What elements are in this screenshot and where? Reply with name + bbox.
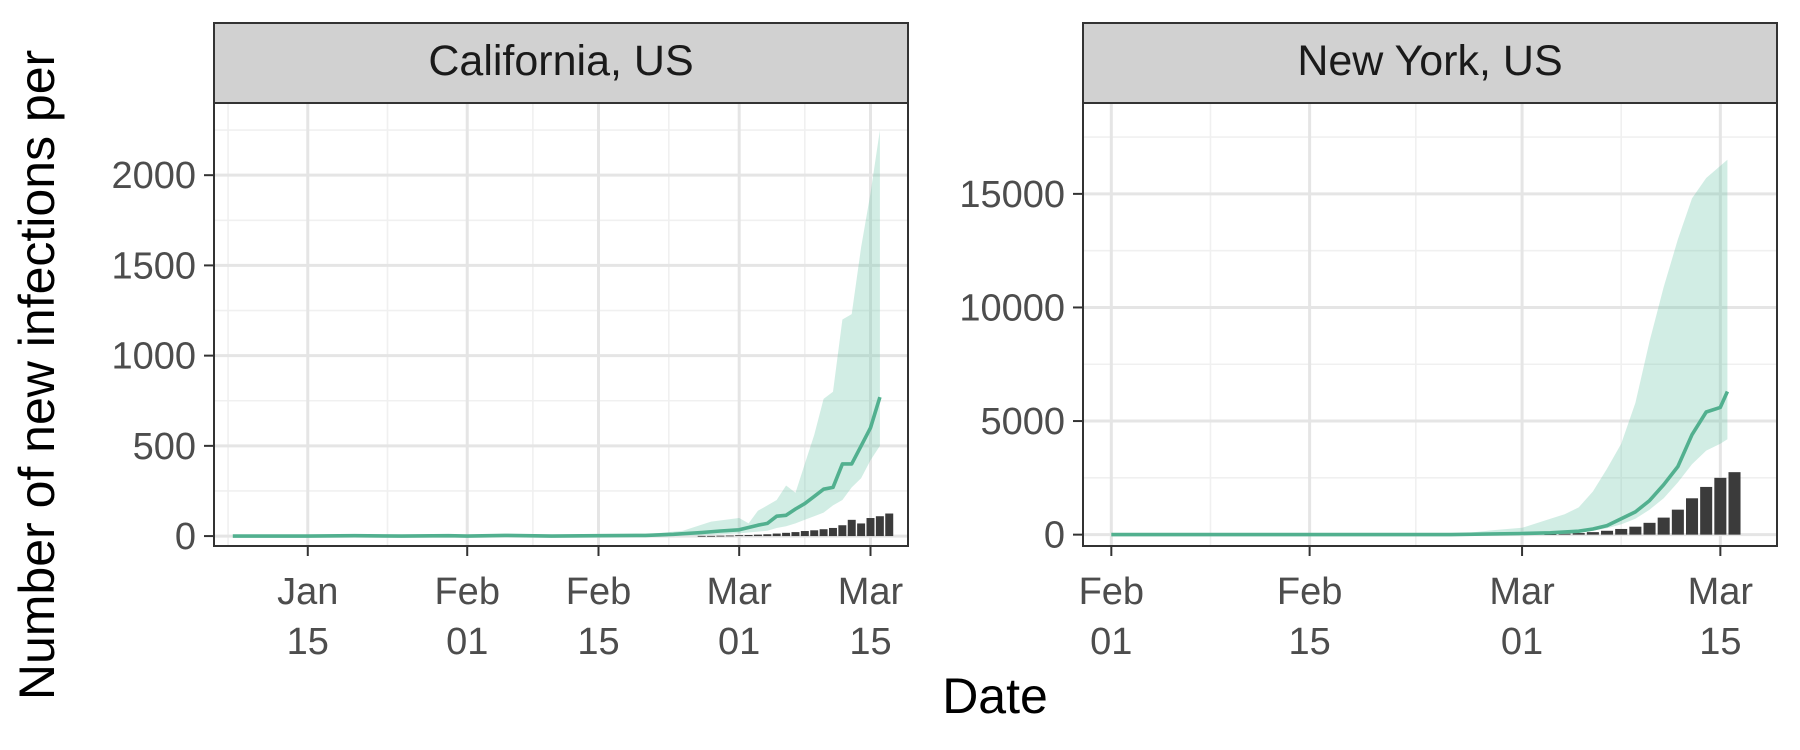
panel-2: New York, US 0 5000 10000 15000 Feb 01 Feb 15 Mar…: [959, 22, 1778, 663]
observed-bar: [1586, 532, 1599, 535]
y-tick-label: 0: [175, 516, 196, 558]
panel-1: California, US 0 500 1000 1500 2000 Jan 15 Feb 01…: [111, 22, 909, 663]
x-tick-label: 15: [287, 621, 329, 663]
panel-background: [213, 102, 909, 547]
observed-bar: [810, 530, 819, 537]
x-tick-label: 01: [446, 621, 488, 663]
observed-bar: [1558, 533, 1571, 535]
observed-bar: [847, 519, 856, 537]
observed-bar: [819, 529, 828, 537]
observed-bar: [791, 532, 800, 537]
y-tick-label: 10000: [959, 287, 1065, 329]
observed-bar: [697, 535, 706, 537]
y-tick-label: 15000: [959, 174, 1065, 216]
observed-bar: [857, 523, 866, 537]
observed-bar: [763, 534, 772, 537]
panel-strip: [213, 22, 909, 104]
x-tick-label: Mar: [706, 571, 772, 613]
observed-bar: [1629, 526, 1642, 535]
panel-title: New York, US: [1297, 37, 1562, 85]
observed-bar: [1572, 533, 1585, 535]
y-axis-title: Number of new infections per: [9, 50, 65, 700]
median-line: [1111, 390, 1730, 537]
observed-bar: [828, 527, 837, 537]
panel-border: [213, 102, 909, 547]
observed-bar: [772, 533, 781, 537]
x-tick-label: Jan: [277, 571, 338, 613]
x-tick-label: Feb: [1277, 571, 1342, 613]
observed-bar: [707, 535, 716, 537]
y-tick-label: 1500: [111, 245, 196, 287]
x-tick-label: Feb: [1079, 571, 1144, 613]
x-tick-label: 15: [849, 621, 891, 663]
observed-bar: [735, 535, 744, 537]
observed-bar: [838, 525, 847, 537]
y-tick-label: 0: [1044, 515, 1065, 557]
panel-strip: [1082, 22, 1778, 104]
y-tick-label: 1000: [111, 336, 196, 378]
panel-background: [1082, 102, 1778, 547]
observed-bar: [1657, 517, 1670, 535]
x-tick-label: 01: [1501, 621, 1543, 663]
observed-bar: [1728, 472, 1741, 535]
observed-bar: [1686, 498, 1699, 535]
x-tick-label: Feb: [434, 571, 499, 613]
observed-bar: [866, 518, 875, 537]
observed-bar: [800, 531, 809, 537]
observed-bar: [753, 534, 762, 537]
observed-bar: [1714, 477, 1727, 535]
observed-bar: [1700, 486, 1713, 535]
y-tick-label: 2000: [111, 155, 196, 197]
observed-bar: [782, 532, 791, 537]
observed-bar: [1601, 530, 1614, 535]
x-axis-title: Date: [942, 668, 1048, 724]
observed-bar: [885, 513, 894, 537]
observed-bar: [1615, 528, 1628, 535]
observed-bar: [1671, 509, 1684, 535]
x-tick-label: Feb: [566, 571, 631, 613]
x-tick-label: Mar: [838, 571, 904, 613]
x-tick-label: 15: [577, 621, 619, 663]
x-tick-label: 01: [718, 621, 760, 663]
observed-bar: [716, 535, 725, 537]
x-tick-label: Mar: [1688, 571, 1754, 613]
x-tick-label: 01: [1090, 621, 1132, 663]
y-tick-label: 500: [133, 426, 196, 468]
observed-bar: [875, 516, 884, 537]
panel-title: California, US: [428, 37, 693, 85]
median-line: [232, 396, 882, 538]
x-tick-label: 15: [1699, 621, 1741, 663]
panels: California, US0500100015002000Jan15Feb01…: [111, 22, 1778, 663]
y-tick-label: 5000: [980, 401, 1065, 443]
observed-bar: [725, 535, 734, 537]
x-tick-label: Mar: [1489, 571, 1555, 613]
panel-border: [1082, 102, 1778, 547]
observed-bar: [744, 534, 753, 537]
x-tick-label: 15: [1288, 621, 1330, 663]
observed-bar: [1643, 522, 1656, 535]
